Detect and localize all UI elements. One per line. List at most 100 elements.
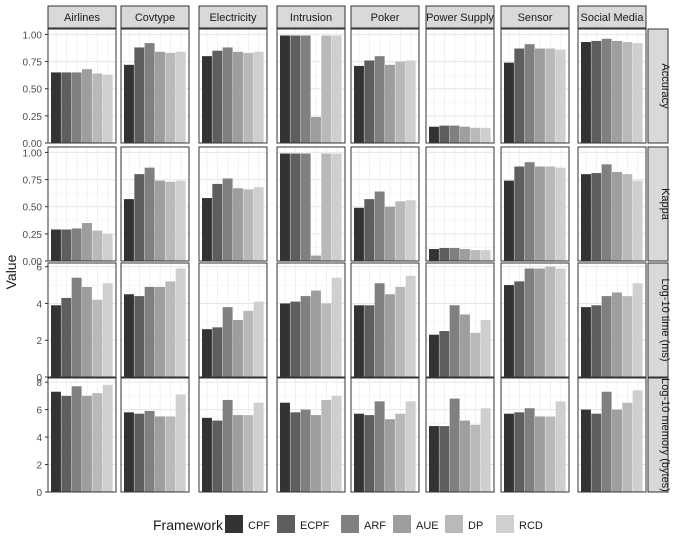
- panel-border: [500, 28, 570, 144]
- bar-ecpf: [591, 305, 602, 377]
- y-tick-label: 0.50: [23, 203, 43, 214]
- bar-aue: [385, 64, 395, 143]
- bar-aue: [233, 415, 243, 492]
- y-tick-label: 0: [36, 488, 42, 499]
- bar-dp: [165, 52, 176, 144]
- panel-border: [276, 28, 346, 144]
- panel-border: [198, 28, 268, 144]
- y-tick-label: 0: [36, 373, 42, 384]
- panel-border: [47, 377, 117, 493]
- bar-cpf: [280, 35, 290, 144]
- bar-dp: [243, 310, 254, 377]
- bar-rcd: [331, 395, 342, 492]
- legend-label: CPF: [248, 520, 270, 532]
- panel-border: [500, 262, 570, 378]
- y-tick-label: 8: [36, 378, 42, 389]
- panel-log-10-time-ms-sensor: [500, 262, 570, 378]
- bar-aue: [385, 206, 395, 261]
- bar-rcd: [253, 301, 264, 377]
- legend-label: ECPF: [300, 520, 330, 532]
- bar-cpf: [429, 426, 439, 492]
- bar-aue: [612, 292, 622, 377]
- bar-ecpf: [134, 413, 145, 492]
- panel-log-10-time-ms-covtype: [120, 262, 190, 378]
- panel-border: [276, 377, 346, 493]
- bar-cpf: [202, 329, 212, 377]
- panel-log-10-memory-bytes-airlines: [47, 377, 117, 493]
- panel-border: [120, 377, 190, 493]
- legend-label: AUE: [416, 520, 439, 532]
- bar-cpf: [429, 334, 439, 377]
- panel-kappa-covtype: [120, 146, 190, 262]
- bar-cpf: [429, 126, 439, 143]
- bar-ecpf: [290, 35, 301, 144]
- bar-arf: [144, 167, 155, 261]
- y-tick-label: 2: [36, 461, 42, 472]
- y-tick-label: 0.50: [23, 85, 43, 96]
- legend-label: RCD: [519, 520, 543, 532]
- strip-label: Poker: [371, 12, 400, 24]
- bar-arf: [449, 247, 460, 261]
- bar-aue: [155, 416, 165, 492]
- bar-aue: [82, 69, 92, 143]
- bar-aue: [535, 416, 545, 492]
- bar-dp: [243, 415, 254, 492]
- panel-border: [198, 146, 268, 262]
- y-tick-label: 4: [36, 299, 42, 310]
- panel-log-10-memory-bytes-sensor: [500, 377, 570, 493]
- panel-border: [577, 146, 647, 262]
- panel-log-10-memory-bytes-poker: [350, 377, 420, 493]
- strip-sensor: Sensor: [500, 5, 570, 29]
- panel-kappa-poker: [350, 146, 420, 262]
- row-strip-label: Kappa: [659, 188, 671, 221]
- bar-arf: [524, 162, 535, 261]
- legend-item-ecpf: ECPF: [277, 515, 330, 533]
- bar-rcd: [480, 250, 491, 261]
- strip-social-media: Social Media: [577, 5, 647, 29]
- bar-dp: [395, 201, 406, 261]
- legend-swatch: [341, 515, 359, 533]
- bar-rcd: [555, 401, 566, 492]
- panel-accuracy-poker: [350, 28, 420, 144]
- panel-log-10-memory-bytes-power-supply: [425, 377, 495, 493]
- panel-kappa-airlines: [47, 146, 117, 262]
- panel-border: [350, 262, 420, 378]
- legend-label: DP: [468, 520, 483, 532]
- bar-cpf: [504, 180, 514, 261]
- panel-border: [500, 146, 570, 262]
- panel-accuracy-electricity: [198, 28, 268, 144]
- panel-border: [47, 146, 117, 262]
- bar-cpf: [504, 62, 514, 143]
- y-tick-label: 1.00: [23, 30, 43, 41]
- panel-log-10-time-ms-poker: [350, 262, 420, 378]
- bar-aue: [82, 395, 92, 492]
- bar-cpf: [124, 294, 134, 377]
- panel-kappa-electricity: [198, 146, 268, 262]
- legend: Framework CPF ECPF ARF AUE DP RCD: [153, 515, 543, 533]
- panel-border: [577, 28, 647, 144]
- y-tick-label: 0.75: [23, 176, 43, 187]
- bar-dp: [622, 42, 633, 143]
- bar-rcd: [632, 283, 643, 377]
- row-strip-label: Accuracy: [659, 63, 671, 109]
- row-strip-label: Log-10 memory (bytes): [659, 378, 671, 492]
- bar-cpf: [280, 402, 290, 492]
- bar-rcd: [480, 320, 491, 377]
- bar-dp: [395, 61, 406, 144]
- bar-arf: [449, 305, 460, 377]
- strip-label: Intrusion: [290, 12, 332, 24]
- bar-arf: [300, 296, 311, 377]
- bar-cpf: [354, 413, 364, 492]
- bar-ecpf: [439, 247, 450, 261]
- bar-cpf: [504, 413, 514, 492]
- bar-rcd: [632, 180, 643, 261]
- panel-border: [47, 262, 117, 378]
- bar-ecpf: [134, 174, 145, 261]
- bar-aue: [535, 166, 545, 261]
- bar-dp: [92, 73, 103, 143]
- bar-dp: [243, 189, 254, 261]
- strip-label: Covtype: [135, 12, 175, 24]
- bar-aue: [460, 126, 470, 143]
- bar-cpf: [202, 56, 212, 144]
- y-tick-label: 2: [36, 336, 42, 347]
